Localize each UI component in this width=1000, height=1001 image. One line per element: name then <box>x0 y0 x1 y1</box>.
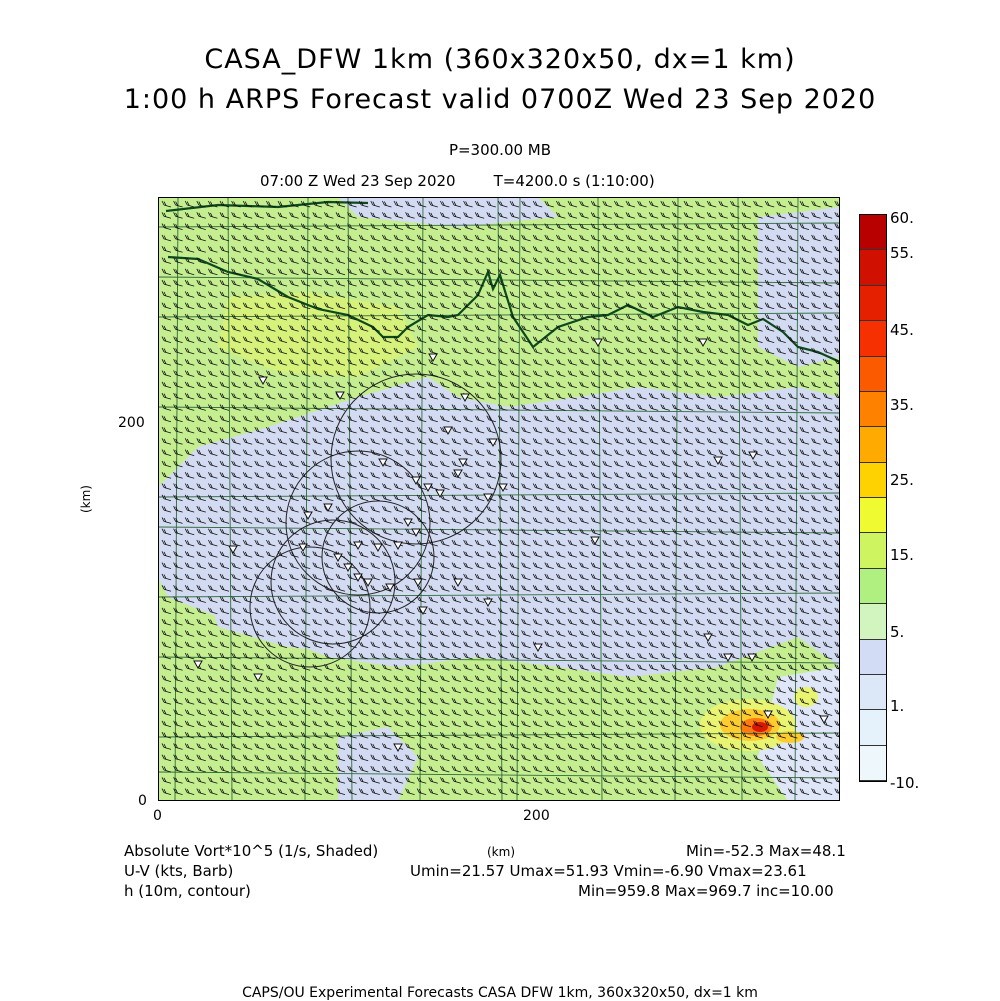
colorbar-label: 55. <box>890 244 914 262</box>
colorbar-label: 60. <box>890 209 914 227</box>
x-axis-label: (km) <box>487 845 516 859</box>
legend-field1: Absolute Vort*10^5 (1/s, Shaded) <box>124 842 379 860</box>
y-tick-0: 0 <box>138 793 147 809</box>
colorbar-label: 25. <box>890 471 914 489</box>
colorbar-label: 45. <box>890 321 914 339</box>
y-axis-label: (km) <box>79 484 94 514</box>
colorbar-label: 1. <box>890 697 905 715</box>
colorbar-swatch <box>860 462 886 498</box>
x-tick-0: 0 <box>153 808 162 824</box>
colorbar-swatch <box>860 710 886 746</box>
vorticity-map <box>158 197 840 801</box>
legend-field3-stats: Min=959.8 Max=969.7 inc=10.00 <box>578 882 834 900</box>
colorbar-swatch <box>860 674 886 711</box>
colorbar-swatch <box>860 285 886 322</box>
colorbar <box>859 214 887 782</box>
time-info: 07:00 Z Wed 23 Sep 2020 T=4200.0 s (1:10:… <box>260 172 655 190</box>
hotspot-east <box>794 687 818 707</box>
legend-field2: U-V (kts, Barb) <box>124 862 234 880</box>
legend-field2-stats: Umin=21.57 Umax=51.93 Vmin=-6.90 Vmax=23… <box>410 862 807 880</box>
legend-field1-stats: Min=-52.3 Max=48.1 <box>686 842 846 860</box>
colorbar-swatch <box>860 604 886 640</box>
colorbar-swatch <box>860 533 886 569</box>
plot-frame <box>158 197 840 801</box>
map-canvas <box>158 197 840 801</box>
colorbar-swatch <box>860 215 886 251</box>
colorbar-swatch <box>860 427 886 463</box>
legend-field3: h (10m, contour) <box>124 882 251 900</box>
low-vorticity-north <box>338 197 558 227</box>
hotspot-east-2 <box>776 731 804 743</box>
pressure-level: P=300.00 MB <box>448 141 552 159</box>
colorbar-swatch <box>860 391 886 428</box>
station-markers <box>193 338 829 753</box>
plot-title-line2: 1:00 h ARPS Forecast valid 0700Z Wed 23 … <box>123 84 877 115</box>
model-time: T=4200.0 s (1:10:00) <box>493 172 655 190</box>
colorbar-label: -10. <box>890 774 920 792</box>
y-tick-200: 200 <box>118 415 145 431</box>
valid-time: 07:00 Z Wed 23 Sep 2020 <box>260 172 456 190</box>
low-vorticity-region-2 <box>188 467 478 657</box>
colorbar-swatch <box>860 745 886 781</box>
colorbar-swatch <box>860 639 886 675</box>
colorbar-swatch <box>860 568 886 605</box>
colorbar-swatch <box>860 498 886 534</box>
colorbar-swatch <box>860 356 886 392</box>
high-vorticity-nw <box>218 292 418 377</box>
colorbar-label: 35. <box>890 396 914 414</box>
x-tick-200: 200 <box>523 808 550 824</box>
colorbar-label: 5. <box>890 623 905 641</box>
colorbar-swatch <box>860 321 886 357</box>
plot-title-line1: CASA_DFW 1km (360x320x50, dx=1 km) <box>204 44 796 75</box>
colorbar-swatch <box>860 250 886 286</box>
colorbar-label: 15. <box>890 546 914 564</box>
colorbar-swatches <box>860 215 886 781</box>
footer-credit: CAPS/OU Experimental Forecasts CASA DFW … <box>242 985 758 1001</box>
